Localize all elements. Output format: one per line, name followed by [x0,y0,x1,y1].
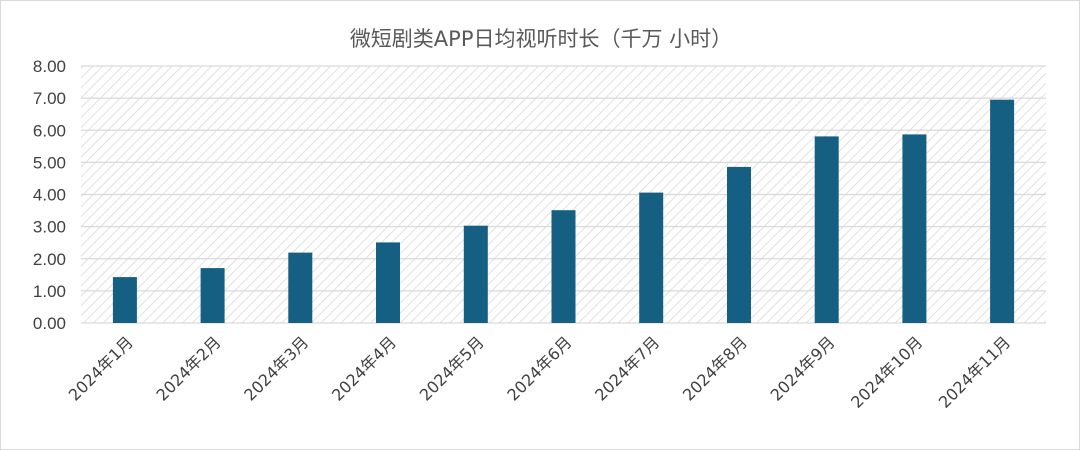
y-tick-label: 3.00 [33,218,66,237]
x-tick-label: 2024年7月 [591,333,663,405]
x-tick-label: 2024年2月 [153,333,225,405]
x-tick-label: 2024年11月 [935,333,1014,412]
x-tick-label: 2024年4月 [328,333,400,405]
x-tick-label: 2024年8月 [679,333,751,405]
bar [288,252,313,323]
bar [727,166,751,323]
y-tick-label: 4.00 [33,186,66,205]
y-tick-label: 7.00 [33,89,66,108]
bar [639,192,664,323]
bar [902,134,927,323]
chart-title: 微短剧类APP日均视听时长（千万 小时） [349,27,733,51]
bar [376,242,400,323]
bar [200,268,225,323]
x-tick-label: 2024年9月 [767,333,839,405]
y-tick-label: 5.00 [33,153,66,172]
x-tick-label: 2024年10月 [847,333,926,412]
bar [990,99,1015,323]
x-tick-label: 2024年6月 [503,333,575,405]
y-tick-label: 1.00 [33,282,66,301]
x-tick-label: 2024年3月 [240,333,312,405]
bar [551,210,576,323]
bar [112,277,137,323]
x-tick-label: 2024年5月 [416,333,488,405]
bar [463,225,488,323]
y-tick-label: 8.00 [33,57,66,76]
y-tick-label: 6.00 [33,121,66,140]
y-tick-label: 0.00 [33,314,66,333]
y-tick-label: 2.00 [33,250,66,269]
x-tick-label: 2024年1月 [65,333,137,405]
bar [814,136,839,323]
